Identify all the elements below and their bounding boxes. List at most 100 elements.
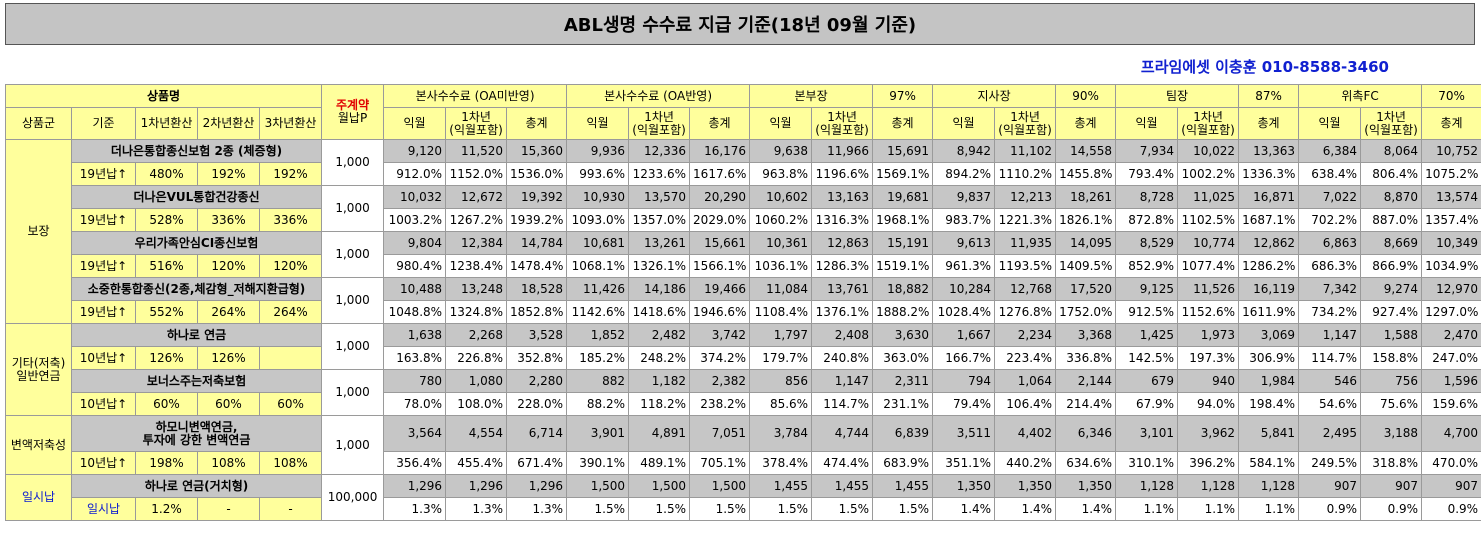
- commission-rate: 1.3%: [445, 497, 508, 521]
- commission-rate: 993.6%: [566, 162, 630, 186]
- conversion-rate: 264%: [197, 300, 260, 324]
- conversion-rate: 108%: [258, 451, 323, 475]
- header-sub-first-year-bottom: (익월포함): [815, 122, 869, 137]
- product-name-line: 더나은통합종신보험 2종 (체증형): [110, 143, 283, 158]
- header-group-5: 위촉FC: [1298, 84, 1423, 108]
- commission-rate: 961.3%: [932, 254, 996, 278]
- commission-amount: 14,784: [506, 231, 568, 255]
- commission-rate: 440.2%: [994, 451, 1057, 475]
- commission-amount: 11,520: [445, 139, 508, 163]
- commission-amount: 3,511: [932, 415, 996, 452]
- commission-amount: 19,466: [689, 277, 751, 301]
- product-amount-row: 기타(저축) 일반연금 하나로 연금 1,000 1,638 2,268 3,528 1,85…: [5, 323, 1481, 416]
- commission-amount: 2,268: [445, 323, 508, 347]
- commission-amount: 15,360: [506, 139, 568, 163]
- commission-rate: 85.6%: [749, 392, 813, 416]
- conversion-rate: 264%: [258, 300, 323, 324]
- commission-amount: 8,064: [1360, 139, 1423, 163]
- header-monthly-p: 월납P: [337, 111, 368, 125]
- conversion-rate: 336%: [258, 208, 323, 232]
- product-name-line: 하나로 연금(거치형): [144, 478, 249, 493]
- commission-rate: 1536.0%: [506, 162, 568, 186]
- commission-amount: 3,188: [1360, 415, 1423, 452]
- product-name-line: 보너스주는저축보험: [146, 373, 247, 388]
- header-sub-next-month: 익월: [1298, 107, 1362, 140]
- commission-amount: 13,248: [445, 277, 508, 301]
- commission-rate: 584.1%: [1238, 451, 1300, 475]
- commission-rate: 1617.6%: [689, 162, 751, 186]
- commission-amount: 3,368: [1055, 323, 1117, 347]
- commission-amount: 4,700: [1421, 415, 1481, 452]
- conversion-rate: 552%: [135, 300, 198, 324]
- commission-rate: 983.7%: [932, 208, 996, 232]
- header-sub-first-year-top: 1차년: [1193, 109, 1223, 124]
- product-basis: 19년납↑: [71, 208, 136, 232]
- commission-amount: 18,528: [506, 277, 568, 301]
- commission-amount: 1,455: [872, 474, 934, 498]
- commission-rate: 1326.1%: [628, 254, 691, 278]
- product-name: 소중한통합종신(2종,체감형_저해지환급형): [70, 277, 323, 301]
- commission-rate: 374.2%: [689, 346, 751, 370]
- header-group-pct-3: 90%: [1055, 84, 1117, 108]
- category-name-line: 일시납: [21, 490, 56, 504]
- commission-amount: 1,973: [1177, 323, 1240, 347]
- commission-rate: 686.3%: [1298, 254, 1362, 278]
- commission-rate: 1946.6%: [689, 300, 751, 324]
- commission-amount: 679: [1115, 369, 1179, 393]
- header-sub-next-month: 익월: [383, 107, 447, 140]
- product-name: 하나로 연금(거치형): [70, 474, 323, 498]
- commission-rate: 1.5%: [566, 497, 630, 521]
- commission-amount: 1,350: [1055, 474, 1117, 498]
- commission-rate: 705.1%: [689, 451, 751, 475]
- commission-rate: 1068.1%: [566, 254, 630, 278]
- commission-rate: 1316.3%: [811, 208, 874, 232]
- category-name: 일시납: [5, 474, 72, 521]
- product-name: 더나은통합종신보험 2종 (체증형): [70, 139, 323, 163]
- header-sub-first-year-bottom: (익월포함): [632, 122, 686, 137]
- commission-amount: 10,349: [1421, 231, 1481, 255]
- commission-rate: 806.4%: [1360, 162, 1423, 186]
- category-name: 기타(저축) 일반연금: [5, 323, 72, 416]
- commission-amount: 1,588: [1360, 323, 1423, 347]
- header-group-3: 지사장: [932, 84, 1057, 108]
- commission-amount: 756: [1360, 369, 1423, 393]
- commission-rate: 88.2%: [566, 392, 630, 416]
- commission-rate: 1.1%: [1115, 497, 1179, 521]
- header-sub-total: 총계: [689, 107, 751, 140]
- commission-amount: 2,382: [689, 369, 751, 393]
- header-group-0: 본사수수료 (OA미반영): [383, 84, 568, 108]
- commission-amount: 11,426: [566, 277, 630, 301]
- commission-amount: 3,101: [1115, 415, 1179, 452]
- commission-rate: 1152.0%: [445, 162, 508, 186]
- commission-amount: 10,284: [932, 277, 996, 301]
- commission-amount: 2,408: [811, 323, 874, 347]
- commission-amount: 9,804: [383, 231, 447, 255]
- commission-rate: 1142.6%: [566, 300, 630, 324]
- commission-amount: 1,425: [1115, 323, 1179, 347]
- commission-amount: 6,863: [1298, 231, 1362, 255]
- commission-rate: 231.1%: [872, 392, 934, 416]
- commission-rate: 1566.1%: [689, 254, 751, 278]
- commission-amount: 13,570: [628, 185, 691, 209]
- commission-rate: 734.2%: [1298, 300, 1362, 324]
- commission-amount: 1,080: [445, 369, 508, 393]
- header-sub-next-month: 익월: [932, 107, 996, 140]
- category-name: 보장: [5, 139, 72, 324]
- header-sub-first-year-bottom: (익월포함): [998, 122, 1052, 137]
- commission-amount: 1,128: [1115, 474, 1179, 498]
- commission-rate: 1048.8%: [383, 300, 447, 324]
- header-group-pct-4: 87%: [1238, 84, 1300, 108]
- commission-rate: 1.5%: [628, 497, 691, 521]
- commission-rate: 927.4%: [1360, 300, 1423, 324]
- product-name: 하모니변액연금, 투자에 강한 변액연금: [70, 415, 323, 452]
- commission-rate: 185.2%: [566, 346, 630, 370]
- commission-rate: 872.8%: [1115, 208, 1179, 232]
- commission-rate: 1455.8%: [1055, 162, 1117, 186]
- header-row-2: 상품군 기준 1차년환산 2차년환산 3차년환산 익월 1차년 (익월포함) 총계 익월 1차년 (익…: [5, 107, 1481, 140]
- commission-rate: 1.5%: [749, 497, 813, 521]
- commission-amount: 12,863: [811, 231, 874, 255]
- commission-rate: 248.2%: [628, 346, 691, 370]
- commission-amount: 2,144: [1055, 369, 1117, 393]
- commission-rate: 1267.2%: [445, 208, 508, 232]
- product-name: 보너스주는저축보험: [70, 369, 323, 393]
